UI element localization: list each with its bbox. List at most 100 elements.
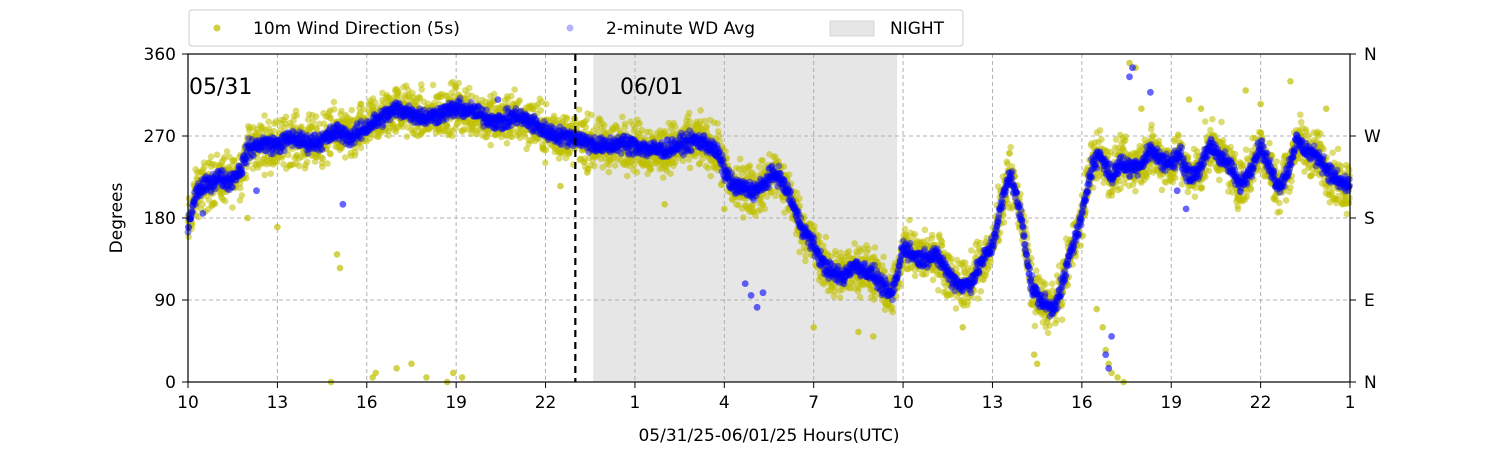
data-point-wind-direction [393,365,400,372]
data-point-wind-direction [511,86,518,93]
data-point-wind-direction [1175,132,1182,140]
data-point-wind-direction [261,112,268,119]
data-point-wind-direction [223,148,231,155]
data-point-wind-direction [337,132,344,139]
data-point-wind-direction [636,120,643,127]
data-point-wind-direction [282,113,290,121]
data-point-wind-direction [330,106,338,113]
data-point-wind-direction [851,240,858,247]
data-point-wind-direction [679,157,687,165]
data-point-wind-direction [619,113,626,121]
data-point-wind-direction [759,157,767,164]
data-point-wind-direction [542,159,549,167]
data-point-wind-direction [605,168,613,176]
data-point-wind-direction [357,100,365,108]
data-point-wind-direction [929,276,937,284]
data-point-wd-avg [280,147,288,155]
data-point-wind-direction [697,107,704,114]
data-point-wind-direction [1006,150,1013,157]
data-point-wind-direction [921,226,929,234]
data-point-wind-direction [906,216,913,224]
data-point-wind-direction [1096,127,1104,134]
data-point-wind-direction [1329,149,1336,156]
data-point-wind-direction [947,255,955,262]
data-point-wind-direction [245,158,252,166]
data-point-wind-direction [952,305,960,312]
data-point-wind-direction [429,81,437,89]
data-point-wind-direction [341,154,349,161]
data-point-wind-direction [583,116,591,124]
data-point-wind-direction [458,374,466,381]
data-point-wind-direction [221,153,228,161]
data-point-wind-direction [1219,137,1227,144]
data-point-wind-direction [836,294,844,301]
data-point-wind-direction [686,164,694,172]
data-point-wind-direction [516,97,523,104]
data-point-wd-avg [318,146,326,154]
data-point-wind-direction [785,171,793,178]
series-10m-wind-direction [184,59,1353,386]
data-point-wind-direction [557,182,564,190]
data-point-wind-direction [721,205,728,213]
data-point-wind-direction [1149,132,1157,139]
data-point-wind-direction [198,179,205,186]
data-point-wind-direction [1155,137,1163,145]
data-point-wind-direction [889,308,896,316]
data-point-wind-direction [880,253,887,261]
data-point-wind-direction [1033,360,1041,368]
data-point-wind-direction [714,120,721,127]
data-point-wind-direction [1122,137,1129,144]
data-point-wind-direction [295,162,303,170]
data-point-wind-direction [911,230,919,238]
data-point-wind-direction [1218,118,1225,126]
data-point-wind-direction [685,109,693,117]
data-point-wind-direction [707,172,714,180]
data-point-wind-direction [1053,316,1060,324]
data-point-wind-direction [974,295,982,302]
data-point-wind-direction [1257,100,1264,108]
data-point-wind-direction [1197,105,1205,112]
data-point-wind-direction [267,170,275,177]
data-point-wind-direction [1117,185,1124,192]
data-point-wd-avg [185,224,193,232]
data-point-wind-direction [399,123,406,131]
data-point-wd-avg [188,208,196,216]
data-point-wind-direction [366,135,374,142]
data-point-wind-direction [371,99,379,106]
data-point-wind-direction [856,294,864,301]
data-point-wind-direction [319,163,326,171]
data-point-wind-direction [232,184,239,191]
data-point-wd-avg [242,159,250,167]
data-point-wind-direction [1184,188,1192,196]
data-point-wind-direction [333,251,341,258]
data-point-wind-direction [211,200,219,208]
data-point-wind-direction [1077,242,1084,249]
data-point-wind-direction [1158,186,1166,194]
data-point-wind-direction [1030,351,1038,359]
data-point-wind-direction [231,157,238,165]
data-point-wind-direction [1231,150,1239,158]
data-point-wind-direction [1209,115,1216,123]
data-point-wind-direction [1046,322,1053,329]
data-point-wind-direction [199,200,206,208]
data-point-wind-direction [1138,105,1145,112]
data-point-wind-direction [188,225,195,232]
data-point-wind-direction [810,324,817,331]
data-point-wind-direction [671,123,679,131]
data-point-wind-direction [330,98,338,106]
data-point-wd-avg [211,185,219,193]
data-point-wind-direction [977,288,985,295]
data-point-wind-direction [659,174,667,181]
data-point-wind-direction [661,201,668,208]
data-point-wind-direction [1172,174,1179,182]
data-point-wind-direction [401,118,408,125]
data-point-wind-direction [298,123,305,130]
data-point-wind-direction [237,184,244,192]
data-point-wd-avg [238,169,246,177]
data-point-wind-direction [822,233,830,241]
data-point-wind-direction [1191,193,1199,200]
data-point-wind-direction [261,171,269,179]
data-point-wind-direction [621,120,629,128]
data-point-wind-direction [324,142,332,149]
data-point-wind-direction [575,106,583,113]
